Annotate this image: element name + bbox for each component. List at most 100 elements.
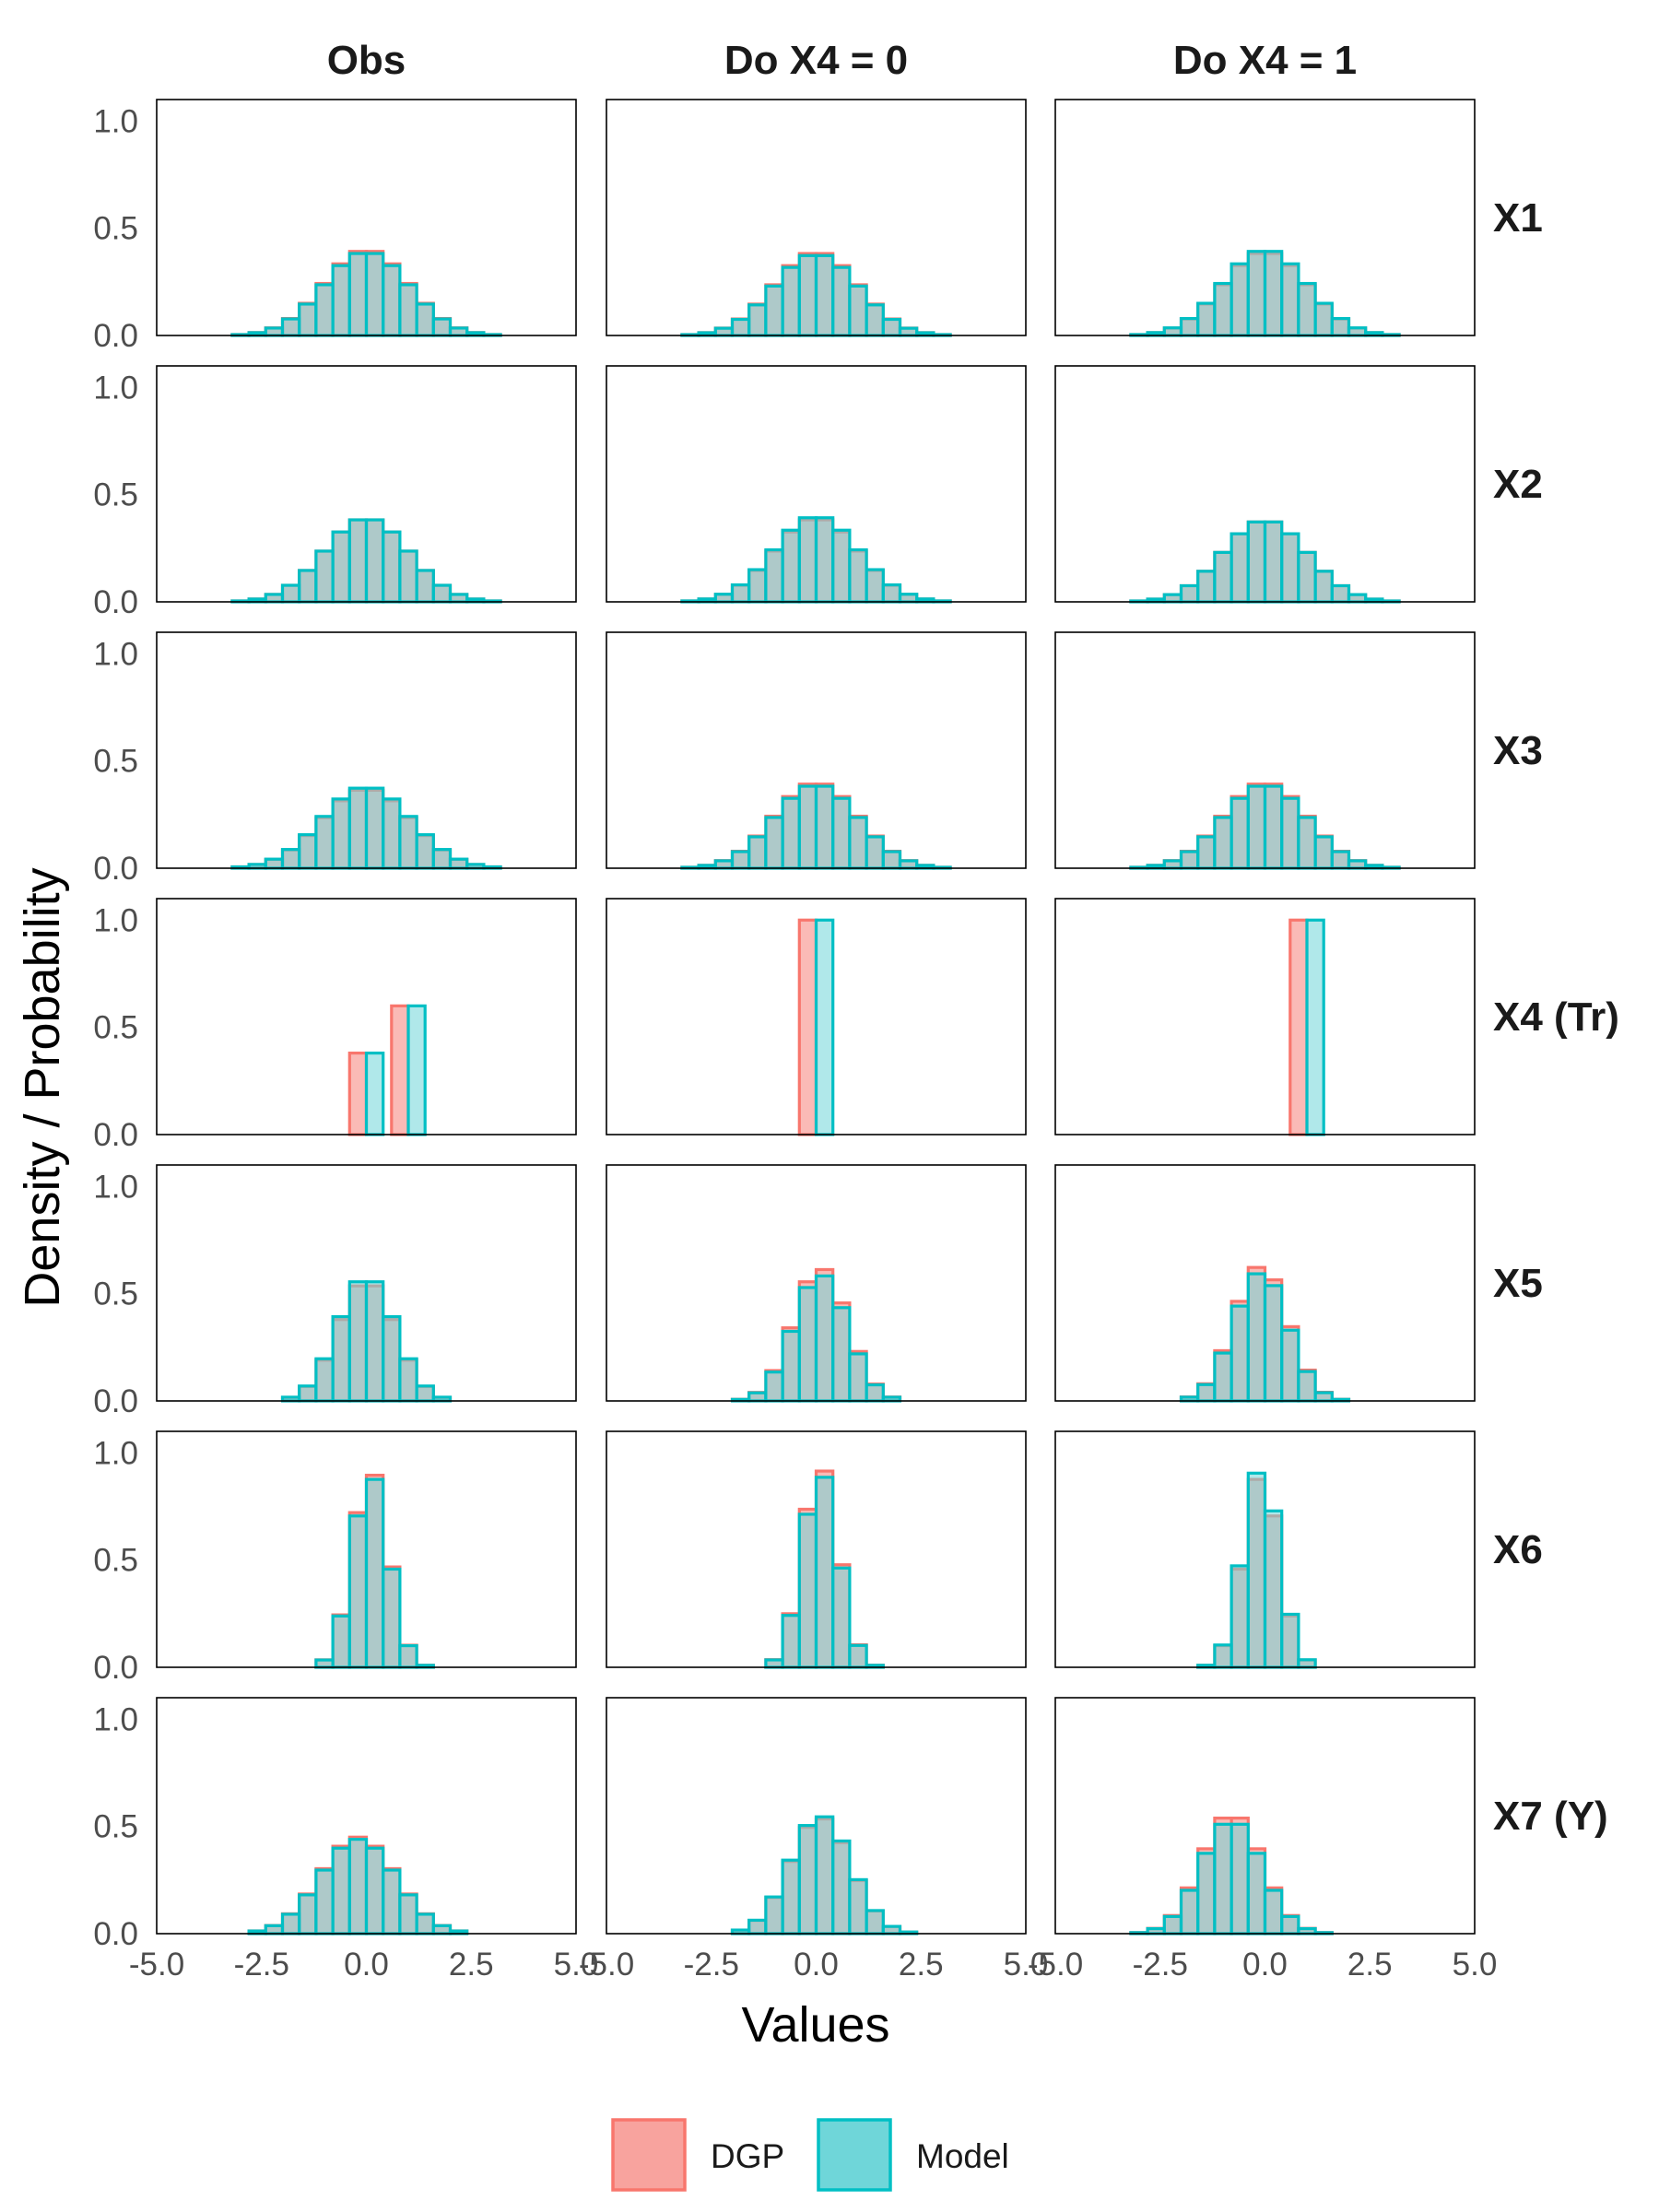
bar-model-x2-do-x4-0 bbox=[831, 528, 852, 604]
y-tick-label: 1.0 bbox=[93, 1435, 138, 1471]
bar-model-x1-do-x4-0 bbox=[831, 265, 852, 337]
bar-model-x1-obs bbox=[331, 264, 351, 337]
y-tick-label: 0.0 bbox=[93, 1916, 138, 1952]
legend-label-model: Model bbox=[916, 2137, 1009, 2175]
bar-model-x3-obs bbox=[364, 786, 385, 870]
bar-model-x7-y-obs bbox=[398, 1893, 418, 1936]
bar-model-x1-do-x4-1 bbox=[1297, 281, 1317, 337]
y-tick-label: 0.0 bbox=[93, 584, 138, 620]
bar-model-x5-do-x4-1 bbox=[1297, 1370, 1317, 1403]
bar-model-x2-do-x4-1 bbox=[1179, 583, 1200, 604]
bar-model-x3-do-x4-0 bbox=[831, 796, 852, 870]
bar-model-x6-do-x4-0 bbox=[814, 1476, 835, 1669]
panel-border bbox=[156, 1430, 577, 1668]
bar-model-x5-obs bbox=[415, 1384, 435, 1403]
x-tick-label: -2.5 bbox=[684, 1947, 739, 1983]
bar-model-x5-do-x4-0 bbox=[814, 1274, 835, 1403]
bar-model-x2-do-x4-0 bbox=[764, 547, 784, 604]
bar-dgp-x4-tr-obs bbox=[347, 1051, 369, 1136]
bar-model-x6-do-x4-0 bbox=[781, 1614, 801, 1669]
bar-model-x1-do-x4-0 bbox=[730, 317, 751, 337]
panel-border bbox=[606, 1164, 1027, 1402]
bar-model-x7-y-do-x4-1 bbox=[1280, 1914, 1300, 1936]
row-label-x2: X2 bbox=[1493, 462, 1543, 507]
bar-model-x1-obs bbox=[298, 302, 318, 337]
bar-model-x1-do-x4-0 bbox=[781, 265, 801, 337]
bar-model-x1-do-x4-1 bbox=[1280, 262, 1300, 337]
bar-model-x2-obs bbox=[415, 569, 435, 604]
bar-model-x2-obs bbox=[331, 530, 351, 604]
legend-label-dgp: DGP bbox=[711, 2137, 784, 2175]
bar-model-x6-do-x4-0 bbox=[831, 1566, 852, 1669]
x-tick-label: -2.5 bbox=[1133, 1947, 1188, 1983]
column-label-do-x4-0: Do X4 = 0 bbox=[724, 38, 908, 83]
bar-model-x7-y-do-x4-1 bbox=[1230, 1822, 1250, 1936]
bar-model-x3-obs bbox=[398, 815, 418, 870]
bar-model-x7-y-do-x4-0 bbox=[797, 1824, 818, 1936]
panel-border bbox=[156, 631, 577, 869]
y-tick-label: 1.0 bbox=[93, 370, 138, 406]
bar-model-x6-obs bbox=[314, 1658, 335, 1669]
y-tick-label: 1.0 bbox=[93, 103, 138, 139]
bar-model-x6-do-x4-1 bbox=[1280, 1612, 1300, 1669]
bar-model-x2-do-x4-1 bbox=[1196, 570, 1217, 604]
y-tick-label: 1.0 bbox=[93, 1169, 138, 1205]
x-tick-label: -5.0 bbox=[1028, 1947, 1083, 1983]
bar-model-x1-do-x4-1 bbox=[1347, 326, 1368, 337]
bar-model-x4-tr-do-x4-0 bbox=[814, 918, 835, 1136]
bar-model-x7-y-do-x4-0 bbox=[831, 1839, 852, 1936]
bar-model-x1-obs bbox=[264, 326, 285, 337]
bar-model-x3-do-x4-0 bbox=[713, 859, 735, 870]
bar-model-x6-do-x4-1 bbox=[1297, 1658, 1317, 1669]
bar-model-x3-obs bbox=[431, 848, 453, 870]
bar-model-x2-do-x4-0 bbox=[865, 568, 885, 604]
x-tick-label: -2.5 bbox=[234, 1947, 289, 1983]
bar-model-x3-do-x4-0 bbox=[848, 816, 868, 870]
bar-model-x7-y-do-x4-0 bbox=[865, 1909, 885, 1936]
column-label-do-x4-1: Do X4 = 1 bbox=[1173, 38, 1357, 83]
bar-dgp-x4-tr-do-x4-0 bbox=[797, 918, 818, 1136]
panel-border bbox=[1054, 1164, 1476, 1402]
panel-border bbox=[156, 898, 577, 1135]
bar-model-x2-do-x4-0 bbox=[747, 568, 768, 604]
bar-model-x3-obs bbox=[347, 786, 369, 870]
bar-model-x3-do-x4-1 bbox=[1179, 850, 1200, 870]
y-tick-label: 0.5 bbox=[93, 477, 138, 513]
bar-model-x3-do-x4-1 bbox=[1263, 784, 1284, 870]
bar-model-x7-y-do-x4-0 bbox=[814, 1815, 835, 1936]
bar-model-x1-do-x4-0 bbox=[747, 303, 768, 337]
bar-model-x7-y-obs bbox=[364, 1846, 385, 1936]
bar-model-x7-y-do-x4-0 bbox=[881, 1924, 902, 1936]
bar-model-x1-do-x4-1 bbox=[1313, 301, 1334, 337]
y-tick-label: 0.0 bbox=[93, 1383, 138, 1419]
bar-model-x7-y-do-x4-1 bbox=[1246, 1852, 1267, 1936]
bar-model-x2-obs bbox=[347, 518, 369, 604]
bar-model-x7-y-do-x4-1 bbox=[1297, 1926, 1317, 1936]
bar-model-x3-obs bbox=[415, 833, 435, 870]
bar-model-x3-do-x4-1 bbox=[1347, 859, 1368, 870]
y-tick-label: 1.0 bbox=[93, 636, 138, 672]
panel-border bbox=[606, 1430, 1027, 1668]
bar-model-x2-do-x4-0 bbox=[848, 547, 868, 604]
bar-model-x4-tr-do-x4-1 bbox=[1305, 918, 1325, 1136]
y-tick-label: 0.0 bbox=[93, 318, 138, 354]
facet-grid: Obs Do X4 = 0 Do X4 = 1 X1 X2 X3 X4 (Tr) X5 X6 X7… bbox=[93, 38, 1619, 1983]
panel-border bbox=[1054, 365, 1476, 603]
y-tick-label: 0.0 bbox=[93, 1117, 138, 1153]
bar-model-x3-do-x4-0 bbox=[730, 850, 751, 870]
bar-model-x7-y-do-x4-0 bbox=[747, 1918, 768, 1936]
row-label-x5: X5 bbox=[1493, 1261, 1543, 1306]
row-label-x1: X1 bbox=[1493, 195, 1543, 241]
bar-model-x1-do-x4-0 bbox=[764, 284, 784, 337]
bar-model-x3-obs bbox=[331, 797, 351, 870]
bar-model-x5-do-x4-1 bbox=[1196, 1382, 1217, 1403]
bar-model-x1-do-x4-0 bbox=[797, 253, 818, 337]
bar-model-x2-do-x4-0 bbox=[781, 528, 801, 604]
bar-model-x7-y-obs bbox=[264, 1924, 285, 1936]
bar-model-x5-do-x4-1 bbox=[1313, 1391, 1334, 1403]
bar-model-x5-do-x4-0 bbox=[831, 1306, 852, 1403]
bar-model-x2-do-x4-1 bbox=[1246, 520, 1267, 604]
y-axis-title: Density / Probability bbox=[15, 867, 70, 1307]
bar-model-x7-y-obs bbox=[347, 1837, 369, 1936]
